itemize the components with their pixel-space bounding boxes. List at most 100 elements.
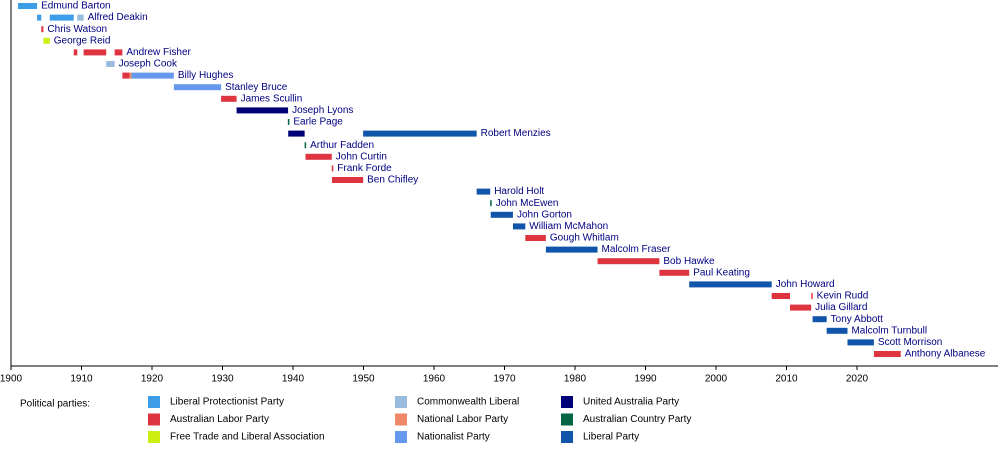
term-bar bbox=[790, 304, 812, 311]
term-bar bbox=[304, 142, 307, 149]
term-bar bbox=[771, 293, 791, 299]
x-tick-label: 1980 bbox=[564, 374, 587, 385]
term-bar bbox=[236, 107, 289, 114]
pm-name: Anthony Albanese bbox=[905, 349, 986, 360]
x-tick-label: 1960 bbox=[423, 374, 446, 385]
term-bar bbox=[331, 177, 364, 183]
x-tick-label: 1940 bbox=[282, 374, 305, 385]
x-tick-label: 1910 bbox=[70, 374, 93, 385]
term-bar bbox=[77, 14, 84, 21]
pm-name: Harold Holt bbox=[494, 186, 544, 197]
term-bar bbox=[873, 351, 901, 357]
legend-label: Free Trade and Liberal Association bbox=[170, 432, 325, 443]
term-bar bbox=[597, 258, 660, 265]
term-bar bbox=[83, 49, 107, 56]
term-bar bbox=[525, 235, 546, 241]
pm-name: William McMahon bbox=[529, 221, 608, 232]
term-bar bbox=[490, 211, 513, 218]
legend-label: Australian Country Party bbox=[583, 414, 691, 425]
legend-label: Nationalist Party bbox=[417, 432, 490, 443]
term-bar bbox=[811, 293, 813, 299]
term-bar bbox=[659, 269, 690, 276]
legend-swatch bbox=[395, 431, 407, 443]
legend-label: Commonwealth Liberal bbox=[417, 397, 519, 408]
pm-name: Paul Keating bbox=[693, 267, 750, 278]
pm-name: John Curtin bbox=[336, 151, 387, 162]
term-bar bbox=[173, 84, 222, 91]
legend-swatch bbox=[148, 431, 160, 443]
term-bar bbox=[49, 14, 74, 21]
x-tick-label: 1990 bbox=[634, 374, 657, 385]
legend-swatch bbox=[395, 396, 407, 408]
legend-label: United Australia Party bbox=[583, 397, 679, 408]
legend-label: Australian Labor Party bbox=[170, 414, 269, 425]
pm-name: Malcolm Fraser bbox=[602, 244, 672, 255]
term-bar bbox=[41, 26, 44, 33]
term-bar bbox=[545, 246, 598, 253]
term-bar bbox=[106, 61, 115, 67]
pm-name: Ben Chifley bbox=[367, 175, 418, 186]
pm-name: Robert Menzies bbox=[481, 128, 551, 139]
pm-name: Chris Watson bbox=[47, 24, 107, 35]
term-bar bbox=[288, 130, 305, 137]
x-tick-label: 2020 bbox=[846, 374, 869, 385]
term-bar bbox=[689, 281, 772, 288]
term-bar bbox=[512, 223, 526, 230]
term-bar bbox=[131, 72, 174, 79]
pm-name: Billy Hughes bbox=[178, 70, 234, 81]
term-bar bbox=[114, 49, 123, 56]
legend-label: Liberal Party bbox=[583, 432, 639, 443]
pm-name: Joseph Lyons bbox=[292, 105, 353, 116]
term-bar bbox=[812, 316, 827, 323]
legend-title: Political parties: bbox=[20, 399, 90, 410]
pm-name: Frank Forde bbox=[337, 163, 392, 174]
term-bar bbox=[287, 119, 290, 125]
pm-name: Bob Hawke bbox=[663, 256, 715, 267]
x-tick-label: 1970 bbox=[493, 374, 516, 385]
term-bar bbox=[826, 327, 848, 334]
term-bar bbox=[305, 153, 332, 160]
x-tick-label: 2010 bbox=[775, 374, 798, 385]
term-bar bbox=[331, 165, 334, 172]
term-bar bbox=[476, 188, 491, 195]
pm-name: Julia Gillard bbox=[815, 302, 867, 313]
pm-name: Arthur Fadden bbox=[310, 140, 374, 151]
term-bar bbox=[122, 72, 130, 79]
x-tick-label: 2000 bbox=[705, 374, 728, 385]
pm-name: Kevin Rudd bbox=[817, 291, 869, 302]
term-bar bbox=[43, 37, 50, 44]
pm-name: Scott Morrison bbox=[878, 337, 942, 348]
term-bar bbox=[847, 339, 874, 346]
pm-name: Earle Page bbox=[293, 117, 343, 128]
pm-name: John Howard bbox=[776, 279, 835, 290]
legend-label: National Labor Party bbox=[417, 414, 508, 425]
pm-name: John McEwen bbox=[496, 198, 559, 209]
pm-name: Malcolm Turnbull bbox=[851, 325, 927, 336]
x-tick-label: 1900 bbox=[0, 374, 23, 385]
pm-name: Alfred Deakin bbox=[88, 12, 148, 23]
pm-name: Edmund Barton bbox=[41, 1, 111, 12]
legend-swatch bbox=[148, 396, 160, 408]
pm-name: Gough Whitlam bbox=[550, 233, 619, 244]
legend-swatch bbox=[148, 413, 160, 426]
pm-name: James Scullin bbox=[241, 93, 303, 104]
pm-name: Tony Abbott bbox=[831, 314, 883, 325]
term-bar bbox=[490, 200, 492, 207]
x-tick-label: 1930 bbox=[211, 374, 234, 385]
term-bar bbox=[221, 95, 237, 102]
legend-swatch bbox=[561, 431, 573, 443]
pm-name: Joseph Cook bbox=[119, 59, 178, 70]
x-tick-label: 1950 bbox=[352, 374, 375, 385]
term-bar bbox=[73, 49, 78, 56]
pm-name: Andrew Fisher bbox=[126, 47, 191, 58]
term-bar bbox=[18, 3, 38, 9]
term-bar bbox=[129, 72, 132, 79]
legend-swatch bbox=[561, 396, 573, 408]
term-bar bbox=[363, 130, 477, 137]
x-tick-label: 1920 bbox=[141, 374, 164, 385]
term-bar bbox=[37, 14, 42, 21]
pm-name: Stanley Bruce bbox=[225, 82, 288, 93]
legend-swatch bbox=[561, 413, 573, 426]
legend-swatch bbox=[395, 413, 407, 426]
